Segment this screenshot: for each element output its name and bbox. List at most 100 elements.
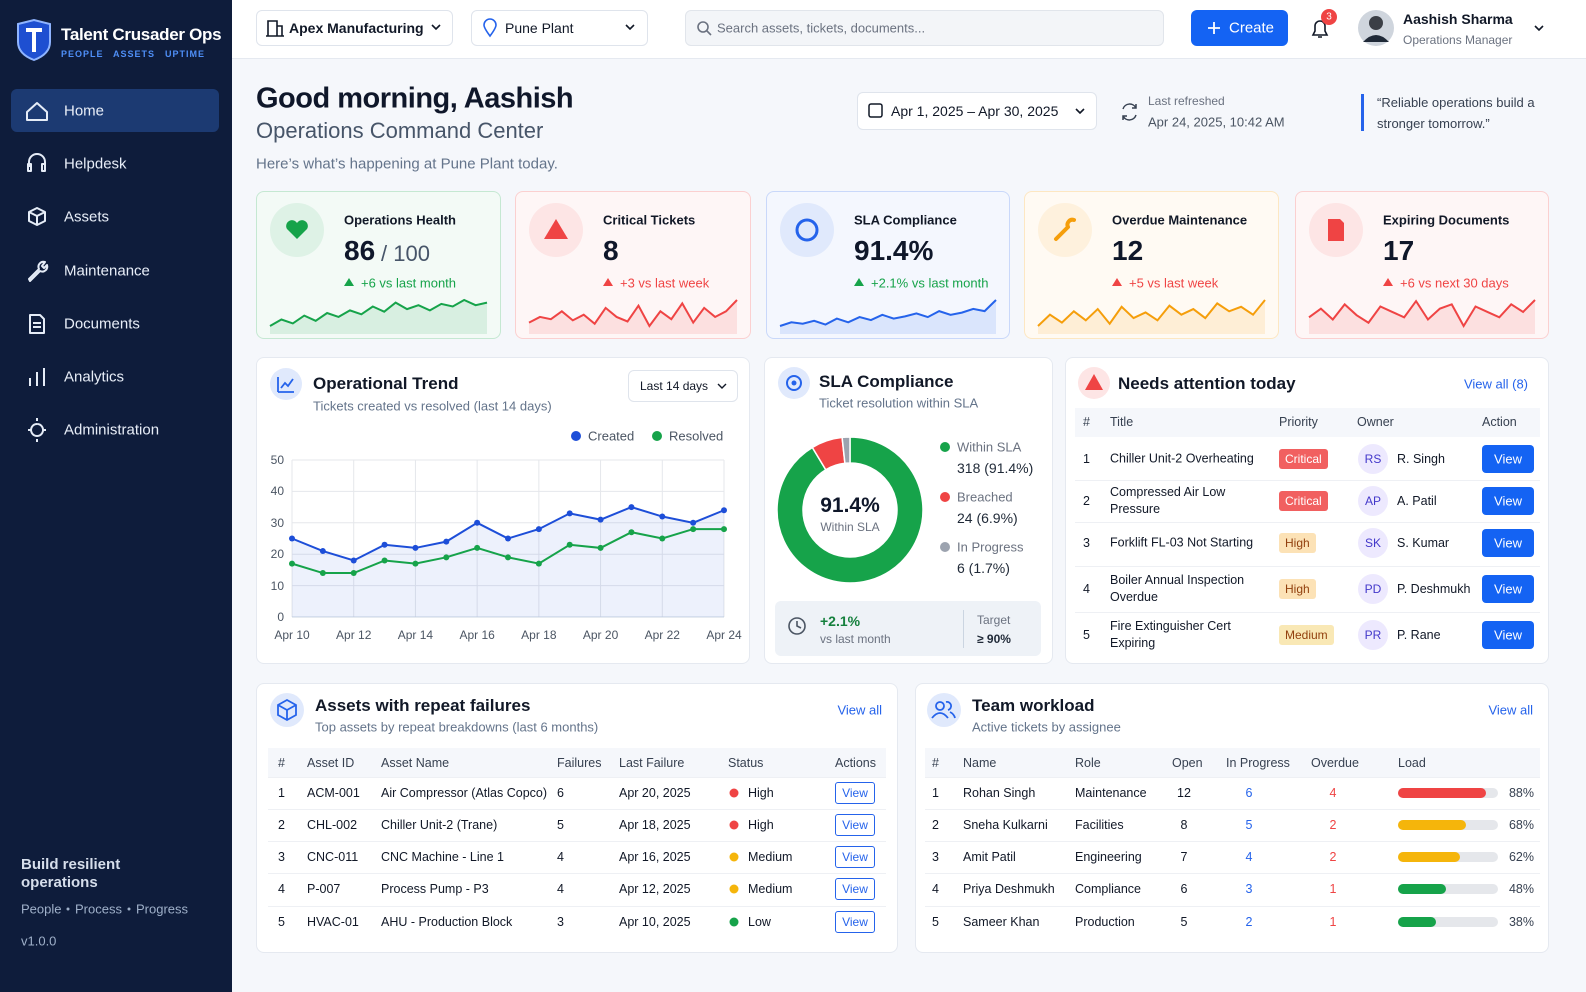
cell: CNC Machine - Line 1 — [381, 850, 504, 864]
column-header: # — [932, 756, 939, 770]
create-label[interactable]: Create — [1229, 19, 1275, 37]
nav-item[interactable]: Home — [64, 102, 105, 120]
panel-subtitle: Tickets created vs resolved (last 14 day… — [313, 398, 552, 414]
cell: Priya Deshmukh — [963, 882, 1055, 896]
view-button[interactable] — [835, 846, 875, 868]
version: v1.0.0 — [21, 933, 57, 949]
table-header — [1075, 408, 1540, 437]
view-button[interactable] — [835, 878, 875, 900]
assets-panel — [256, 683, 898, 953]
load-bar — [1398, 917, 1436, 927]
row-divider — [925, 777, 1540, 778]
view-button[interactable] — [1482, 529, 1534, 557]
sidebar — [0, 0, 232, 992]
cell: Rohan Singh — [963, 786, 1036, 800]
row-divider — [925, 841, 1540, 842]
cell: Medium — [748, 882, 793, 896]
kpi-value: 91.4% — [854, 235, 934, 266]
view-button-label[interactable]: View — [1494, 451, 1522, 467]
view-button-label[interactable]: View — [1494, 581, 1522, 597]
row-divider — [1075, 612, 1540, 613]
kpi-value: 86 — [344, 235, 376, 266]
view-button[interactable] — [835, 911, 875, 933]
cell: Facilities — [1075, 818, 1124, 832]
search[interactable] — [685, 10, 1164, 46]
org-name[interactable]: Apex Manufacturing — [289, 20, 424, 36]
view-button[interactable] — [1482, 487, 1534, 515]
cell: Apr 10, 2025 — [619, 915, 691, 929]
initials: PR — [1364, 628, 1382, 642]
cell: ACM-001 — [307, 786, 360, 800]
nav-active[interactable] — [11, 89, 219, 132]
legend-value: 24 (6.9%) — [957, 510, 1018, 526]
cell: 5 — [1245, 818, 1253, 832]
column-header: # — [278, 756, 285, 770]
view-button[interactable] — [1482, 575, 1534, 603]
view-button[interactable] — [835, 782, 875, 804]
priority-pill: Critical — [1279, 449, 1328, 469]
nav-item[interactable]: Maintenance — [64, 262, 150, 280]
site-select[interactable] — [471, 10, 648, 46]
initials: SK — [1364, 536, 1382, 550]
view-button-label[interactable]: View — [842, 915, 868, 929]
view-button-label[interactable]: View — [842, 882, 868, 896]
panel-title: SLA Compliance — [819, 372, 954, 391]
cell: 4 — [557, 882, 564, 896]
column-header: Action — [1482, 415, 1517, 429]
x-tick-label: Apr 10 — [274, 628, 310, 642]
view-button-label[interactable]: View — [842, 786, 868, 800]
view-button-label[interactable]: View — [1494, 535, 1522, 551]
view-button-label[interactable]: View — [1494, 627, 1522, 643]
date-range[interactable] — [857, 92, 1097, 130]
search-placeholder[interactable]: Search assets, tickets, documents... — [717, 20, 926, 36]
badge-count[interactable]: 3 — [1326, 11, 1332, 23]
view-button-label[interactable]: View — [842, 818, 868, 832]
view-button-label[interactable]: View — [842, 850, 868, 864]
row-divider — [1075, 566, 1540, 567]
view-button[interactable] — [1482, 621, 1534, 649]
cell: 5 — [557, 818, 564, 832]
view-all[interactable]: View all (8) — [1463, 376, 1528, 392]
cell: 1 — [932, 786, 939, 800]
column-header: Priority — [1279, 415, 1318, 429]
cell: 1 — [1329, 882, 1337, 896]
column-header: Actions — [835, 756, 876, 770]
column-header: Load — [1398, 756, 1426, 770]
view-button[interactable] — [1482, 445, 1534, 473]
view-all[interactable]: View all — [837, 702, 882, 718]
nav-item[interactable]: Helpdesk — [64, 155, 127, 173]
range-label[interactable]: Last 14 days — [640, 379, 709, 393]
kpi-suffix: / 100 — [381, 241, 430, 266]
cell: 5 — [1083, 628, 1090, 642]
footer-link: Process — [75, 901, 122, 917]
column-header: Failures — [557, 756, 602, 770]
kpi-value: 17 — [1383, 235, 1415, 266]
quote-bar — [1361, 94, 1364, 131]
nav-item[interactable]: Documents — [64, 315, 140, 333]
org-select[interactable] — [256, 10, 453, 46]
view-button[interactable] — [835, 814, 875, 836]
nav-item[interactable]: Administration — [64, 421, 160, 439]
date-range-label[interactable]: Apr 1, 2025 – Apr 30, 2025 — [891, 103, 1059, 119]
site-name[interactable]: Pune Plant — [505, 20, 574, 36]
cell: 2 — [1245, 915, 1253, 929]
refresh-time: Apr 24, 2025, 10:42 AM — [1148, 114, 1285, 130]
create-button[interactable] — [1191, 10, 1288, 46]
column-header: Role — [1075, 756, 1101, 770]
kpi-title: Expiring Documents — [1383, 212, 1510, 228]
y-tick-label: 40 — [270, 484, 284, 499]
table-header — [925, 748, 1540, 777]
view-button-label[interactable]: View — [1494, 493, 1522, 509]
load-label: 38% — [1508, 915, 1534, 929]
load-label: 48% — [1508, 882, 1534, 896]
y-tick-label: 10 — [270, 578, 284, 593]
user-name[interactable]: Aashish Sharma — [1403, 11, 1513, 27]
nav-item[interactable]: Analytics — [64, 368, 125, 386]
view-all[interactable]: View all — [1488, 702, 1533, 718]
cell: 4 — [1329, 786, 1337, 800]
nav-item[interactable]: Assets — [64, 208, 110, 226]
kpi-title: Operations Health — [344, 212, 456, 228]
load-label: 68% — [1508, 818, 1534, 832]
cell: 6 — [557, 786, 564, 800]
